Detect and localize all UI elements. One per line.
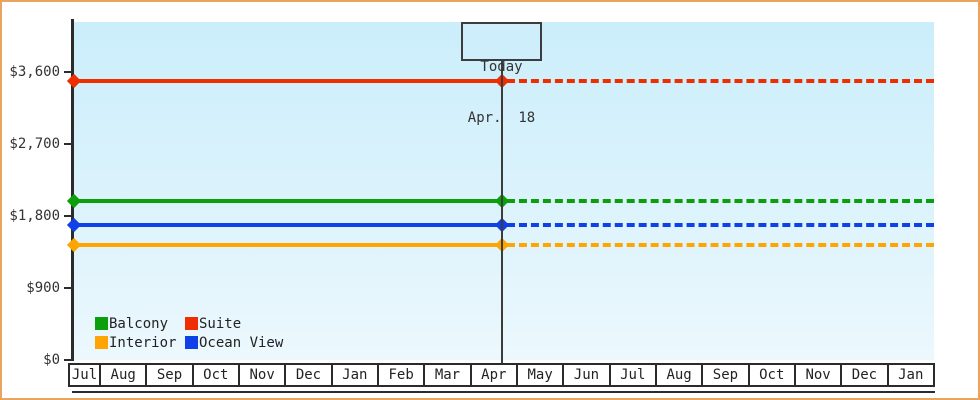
series-line-dashed-balcony xyxy=(507,198,934,203)
legend-label: Balcony xyxy=(109,315,169,332)
x-axis-month-row: Jul Aug Sep Oct Nov Dec Jan Feb Mar Apr May Jun Jul A… xyxy=(68,363,935,387)
x-axis-month-cell: Sep xyxy=(703,365,750,385)
legend-swatch-icon xyxy=(95,336,108,349)
x-axis-month-cell: Mar xyxy=(425,365,472,385)
legend-swatch-icon xyxy=(185,336,198,349)
series-line-dashed-suite xyxy=(507,78,934,83)
series-line-solid-balcony xyxy=(74,198,502,203)
today-date: Apr. 18 xyxy=(467,110,536,126)
x-axis-month-cell: Aug xyxy=(657,365,704,385)
y-tick-label: $2,700 xyxy=(9,136,60,152)
x-axis-month-cell: Nov xyxy=(796,365,843,385)
x-axis-month-cell: Dec xyxy=(286,365,333,385)
y-tick-mark xyxy=(64,359,71,361)
x-axis-month-cell: Nov xyxy=(240,365,287,385)
legend-label: Ocean View xyxy=(199,334,284,351)
today-marker-box: Today Apr. 18 xyxy=(461,22,542,126)
x-axis-month-cell: Oct xyxy=(750,365,796,385)
legend-label: Suite xyxy=(199,315,242,332)
series-line-solid-suite xyxy=(74,78,502,83)
x-axis-month-cell: Feb xyxy=(379,365,426,385)
x-axis-month-cell: Apr xyxy=(472,365,518,385)
legend-item-balcony: Balcony xyxy=(95,314,185,333)
y-axis-line xyxy=(71,19,74,361)
y-tick-label: $1,800 xyxy=(9,208,60,224)
y-tick-label: $3,600 xyxy=(9,64,60,80)
y-tick-mark xyxy=(64,215,71,217)
y-tick-mark xyxy=(64,287,71,289)
y-tick-label: $900 xyxy=(26,280,60,296)
legend-item-suite: Suite xyxy=(185,314,283,333)
legend-item-interior: Interior xyxy=(95,333,185,352)
x-axis-month-cell: Jan xyxy=(333,365,379,385)
series-line-dashed-interior xyxy=(507,242,934,247)
series-line-solid-ocean-view xyxy=(74,222,502,227)
x-axis-month-cell: Jul xyxy=(611,365,657,385)
series-line-dashed-ocean-view xyxy=(507,222,934,227)
x-axis-month-cell: Aug xyxy=(101,365,148,385)
today-vertical-line xyxy=(501,60,503,363)
y-tick-mark xyxy=(64,71,71,73)
x-axis-underline xyxy=(72,391,935,393)
x-axis-month-cell: Jan xyxy=(898,367,924,383)
series-line-solid-interior xyxy=(74,242,502,247)
x-axis-month-cell: Jul xyxy=(70,365,101,385)
y-tick-label: $0 xyxy=(43,352,60,368)
today-label: Today xyxy=(480,59,523,75)
legend-swatch-icon xyxy=(95,317,108,330)
x-axis-month-cell: May xyxy=(518,365,565,385)
legend-item-ocean-view: Ocean View xyxy=(185,333,283,352)
y-tick-mark xyxy=(64,143,71,145)
legend-label: Interior xyxy=(109,334,177,351)
x-axis-month-cell: Sep xyxy=(147,365,194,385)
x-axis-month-cell: Dec xyxy=(842,365,889,385)
chart-legend: Balcony Suite Interior Ocean View xyxy=(95,314,283,352)
x-axis-month-cell: Jun xyxy=(564,365,611,385)
x-axis-month-cell: Oct xyxy=(194,365,240,385)
legend-swatch-icon xyxy=(185,317,198,330)
